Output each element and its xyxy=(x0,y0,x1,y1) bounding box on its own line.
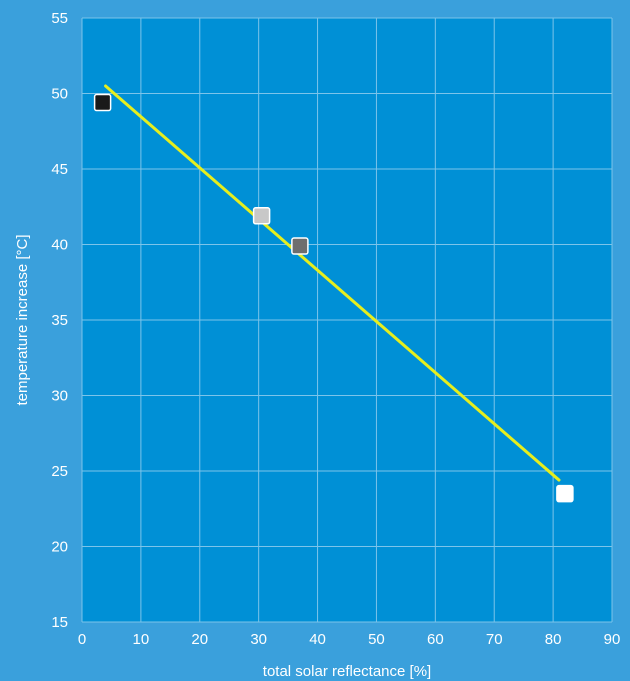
x-tick-label: 80 xyxy=(545,631,562,648)
y-tick-label: 30 xyxy=(51,388,68,405)
x-tick-label: 90 xyxy=(604,631,621,648)
y-axis-label: temperature increase [°C] xyxy=(14,234,31,405)
x-tick-label: 60 xyxy=(427,631,444,648)
x-tick-label: 70 xyxy=(486,631,503,648)
data-point xyxy=(252,207,271,225)
x-tick-label: 10 xyxy=(133,631,150,648)
x-tick-label: 30 xyxy=(250,631,267,648)
y-tick-label: 25 xyxy=(51,463,68,480)
x-tick-label: 50 xyxy=(368,631,385,648)
data-point xyxy=(291,237,309,255)
tick-labels: 0 10 20 30 40 50 60 70 80 90 15 20 25 30 35 40 45 50 55 xyxy=(51,10,620,648)
x-tick-label: 0 xyxy=(78,631,86,648)
data-point xyxy=(93,93,112,112)
x-tick-label: 40 xyxy=(309,631,326,648)
y-tick-label: 55 xyxy=(51,10,68,27)
x-axis-label: total solar reflectance [%] xyxy=(263,663,431,680)
trendline-layer xyxy=(104,84,561,482)
trendline xyxy=(104,84,561,482)
y-tick-label: 15 xyxy=(51,614,68,631)
y-tick-label: 45 xyxy=(51,161,68,178)
y-tick-label: 20 xyxy=(51,539,68,556)
data-points xyxy=(93,93,574,503)
grid-lines xyxy=(81,17,613,623)
data-point xyxy=(556,484,574,503)
y-tick-label: 50 xyxy=(51,86,68,103)
x-tick-label: 20 xyxy=(191,631,208,648)
y-tick-label: 40 xyxy=(51,237,68,254)
y-tick-label: 35 xyxy=(51,312,68,329)
